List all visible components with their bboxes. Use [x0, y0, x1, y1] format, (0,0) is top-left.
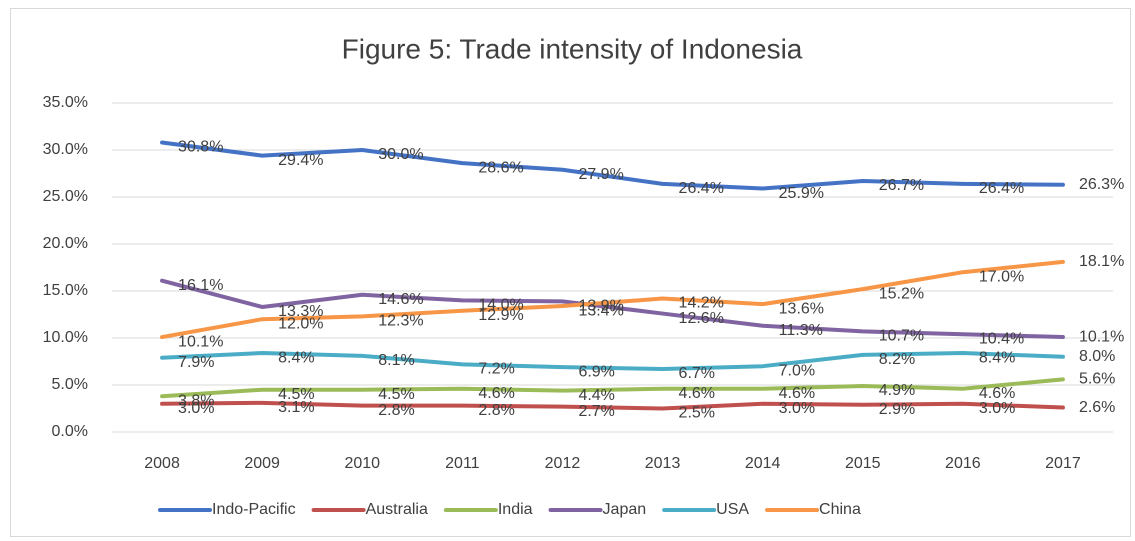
chart-border — [10, 8, 1131, 537]
data-label: 4.6% — [679, 385, 715, 402]
x-tick-label: 2013 — [645, 455, 681, 472]
data-label: 30.0% — [378, 146, 423, 163]
data-label: 2.6% — [1079, 399, 1115, 416]
data-label: 26.3% — [1079, 176, 1124, 193]
data-label: 11.3% — [779, 322, 823, 339]
data-label: 6.9% — [578, 363, 614, 380]
data-label: 27.9% — [578, 166, 623, 183]
series-line — [160, 259, 1065, 340]
data-label: 3.0% — [779, 400, 815, 417]
x-tick-label: 2014 — [745, 455, 781, 472]
legend-label: China — [819, 501, 861, 518]
x-tick-label: 2017 — [1045, 455, 1081, 472]
legend-label: USA — [716, 501, 749, 518]
data-label: 30.8% — [178, 139, 223, 156]
x-tick-label: 2012 — [545, 455, 581, 472]
data-label: 26.7% — [879, 177, 924, 194]
data-label: 14.2% — [679, 295, 724, 312]
y-tick-label: 30.0% — [43, 141, 88, 158]
data-label: 2.7% — [578, 403, 614, 420]
y-tick-label: 0.0% — [52, 423, 88, 440]
data-label: 2.5% — [679, 405, 715, 422]
data-label: 14.6% — [378, 291, 423, 308]
series-line — [160, 278, 1065, 340]
data-label: 10.7% — [879, 328, 924, 345]
legend-label: Australia — [366, 501, 428, 518]
series-line — [160, 400, 1065, 411]
data-label: 12.3% — [378, 313, 423, 330]
data-label: 12.6% — [679, 310, 724, 327]
data-label: 29.4% — [278, 152, 323, 169]
series-line — [160, 377, 1065, 399]
data-label: 3.1% — [278, 399, 314, 416]
data-label: 13.3% — [278, 303, 323, 320]
data-label: 8.0% — [1079, 348, 1115, 365]
data-label: 14.0% — [478, 297, 523, 314]
series-line — [160, 351, 1065, 372]
data-label: 8.1% — [378, 352, 414, 369]
x-tick-label: 2010 — [344, 455, 380, 472]
data-label: 25.9% — [779, 185, 824, 202]
data-label: 4.9% — [879, 382, 915, 399]
data-label: 3.8% — [178, 392, 214, 409]
data-label: 13.4% — [578, 302, 623, 319]
data-label: 4.5% — [378, 386, 414, 403]
y-tick-label: 35.0% — [43, 94, 88, 111]
series-line — [160, 140, 1065, 191]
data-label: 7.0% — [779, 362, 815, 379]
data-label: 6.7% — [679, 365, 715, 382]
data-label: 12.0% — [278, 315, 323, 332]
x-tick-label: 2009 — [244, 455, 280, 472]
data-label: 28.6% — [478, 159, 523, 176]
y-tick-label: 20.0% — [43, 235, 88, 252]
data-label: 18.1% — [1079, 253, 1124, 270]
data-label: 10.4% — [979, 330, 1024, 347]
data-label: 7.9% — [178, 354, 214, 371]
data-label: 4.6% — [478, 385, 514, 402]
y-tick-label: 25.0% — [43, 188, 88, 205]
x-tick-label: 2008 — [144, 455, 180, 472]
legend-label: Indo-Pacific — [212, 501, 296, 518]
y-tick-label: 15.0% — [43, 282, 88, 299]
chart-title: Figure 5: Trade intensity of Indonesia — [342, 33, 803, 64]
x-tick-label: 2016 — [945, 455, 981, 472]
data-label: 8.2% — [879, 351, 915, 368]
data-label: 2.8% — [378, 402, 414, 419]
data-label: 2.8% — [478, 402, 514, 419]
data-label: 10.1% — [178, 333, 223, 350]
data-label: 3.0% — [979, 400, 1015, 417]
data-label: 4.6% — [779, 385, 815, 402]
data-label: 13.9% — [578, 298, 623, 315]
data-label: 2.9% — [879, 401, 915, 418]
y-tick-label: 5.0% — [52, 376, 88, 393]
data-label: 12.9% — [478, 307, 523, 324]
x-tick-label: 2015 — [845, 455, 881, 472]
data-label: 5.6% — [1079, 371, 1115, 388]
data-label: 8.4% — [979, 349, 1015, 366]
data-label: 17.0% — [979, 268, 1024, 285]
data-label: 26.4% — [679, 180, 724, 197]
data-label: 16.1% — [178, 277, 223, 294]
y-tick-label: 10.0% — [43, 329, 88, 346]
data-label: 26.4% — [979, 180, 1024, 197]
data-label: 4.6% — [979, 385, 1015, 402]
data-label: 15.2% — [879, 285, 924, 302]
data-label: 7.2% — [478, 361, 514, 378]
legend-label: India — [498, 501, 533, 518]
data-label: 10.1% — [1079, 328, 1124, 345]
data-label: 4.5% — [278, 386, 314, 403]
data-label: 4.4% — [578, 387, 614, 404]
data-label: 13.6% — [779, 300, 824, 317]
data-label: 3.0% — [178, 400, 214, 417]
data-label: 8.4% — [278, 349, 314, 366]
x-tick-label: 2011 — [445, 455, 480, 472]
legend-label: Japan — [603, 501, 647, 518]
